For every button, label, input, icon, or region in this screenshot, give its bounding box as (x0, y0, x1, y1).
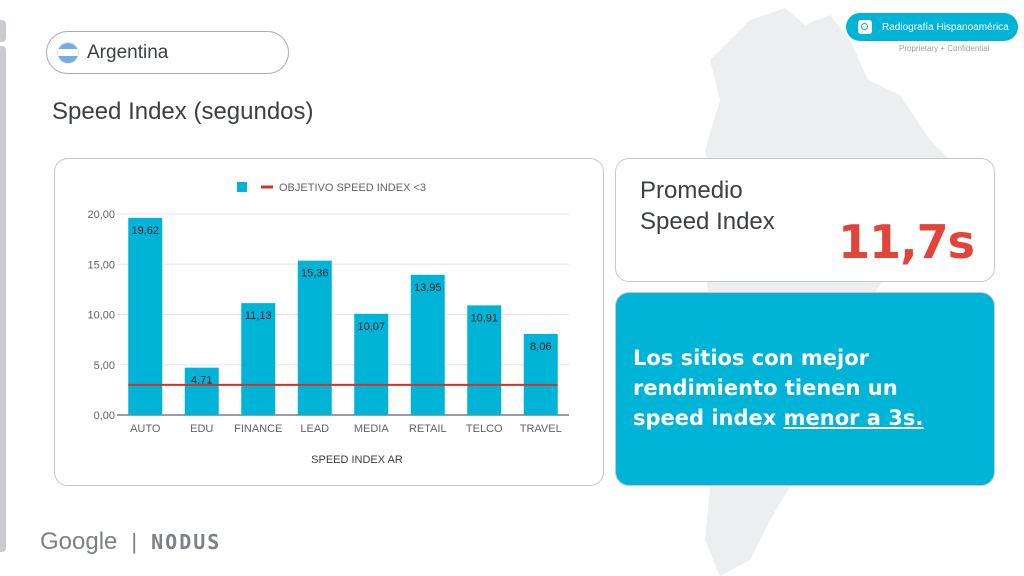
average-label: Promedio Speed Index (640, 175, 840, 237)
bar (297, 260, 332, 415)
bar (410, 274, 445, 415)
legend-target-label: OBJETIVO SPEED INDEX <3 (279, 182, 426, 194)
x-tick-label: RETAIL (409, 423, 447, 435)
bar-value-label: 4,71 (191, 375, 212, 387)
bar (354, 313, 389, 415)
insight-text-highlight: menor a 3s. (783, 406, 924, 430)
insight-card: Los sitios con mejor rendimiento tienen … (615, 292, 995, 486)
x-tick-label: TRAVEL (520, 423, 562, 435)
bar (128, 217, 163, 415)
insight-text: Los sitios con mejor rendimiento tienen … (633, 343, 973, 433)
nodus-logo: NODUS (151, 530, 222, 554)
bar (467, 305, 502, 415)
bar-value-label: 10,91 (470, 312, 498, 324)
country-selector[interactable]: Argentina (46, 31, 289, 74)
y-tick-label: 5,00 (94, 360, 115, 372)
confidential-note: Proprietary + Confidential (899, 44, 990, 53)
footer-logos: Google | NODUS (40, 528, 221, 556)
bar-value-label: 10,07 (357, 321, 385, 333)
brand-badge: Radiografía Hispanoamérica (846, 13, 1018, 41)
bar (241, 303, 276, 415)
bar-value-label: 11,13 (245, 310, 272, 322)
x-tick-label: FINANCE (234, 423, 282, 435)
speed-index-chart-card: 0,00 5,00 10,00 15,00 20,00 19,62 AUTO 4,71 EDU 1… (54, 158, 604, 486)
logo-separator: | (131, 529, 138, 554)
google-logo: Google (40, 528, 118, 555)
argentina-flag-icon (57, 41, 79, 64)
bar (184, 367, 219, 415)
bar-value-label: 19,62 (131, 225, 159, 237)
average-value: 11,7s (838, 215, 975, 269)
average-card: Promedio Speed Index 11,7s (615, 158, 995, 282)
x-tick-label: LEAD (300, 423, 329, 435)
x-tick-label: EDU (190, 423, 213, 435)
speed-index-chart: 0,00 5,00 10,00 15,00 20,00 19,62 AUTO 4,71 EDU 1… (87, 182, 569, 466)
country-name: Argentina (87, 41, 169, 63)
insight-text-main: Los sitios con mejor rendimiento tienen … (633, 346, 898, 430)
x-tick-label: TELCO (466, 423, 503, 435)
x-tick-label: MEDIA (354, 423, 390, 435)
bar (523, 333, 558, 415)
bar-value-label: 8,06 (530, 341, 551, 353)
legend-bar-swatch (237, 182, 247, 192)
average-label-line2: Speed Index (640, 208, 775, 235)
search-icon (858, 20, 872, 34)
map-background (695, 8, 955, 576)
y-tick-label: 0,00 (94, 410, 115, 422)
bar-value-label: 15,36 (301, 268, 329, 280)
y-tick-label: 15,00 (87, 259, 115, 271)
left-rail-accent (0, 20, 6, 42)
y-tick-label: 20,00 (87, 209, 115, 221)
page-title: Speed Index (segundos) (52, 98, 314, 125)
average-label-line1: Promedio (640, 177, 743, 204)
brand-label: Radiografía Hispanoamérica (882, 21, 1009, 33)
x-axis-title: SPEED INDEX AR (311, 454, 403, 466)
y-tick-label: 10,00 (87, 310, 115, 322)
left-rail (0, 46, 6, 552)
x-tick-label: AUTO (130, 423, 161, 435)
bar-value-label: 13,95 (414, 282, 442, 294)
